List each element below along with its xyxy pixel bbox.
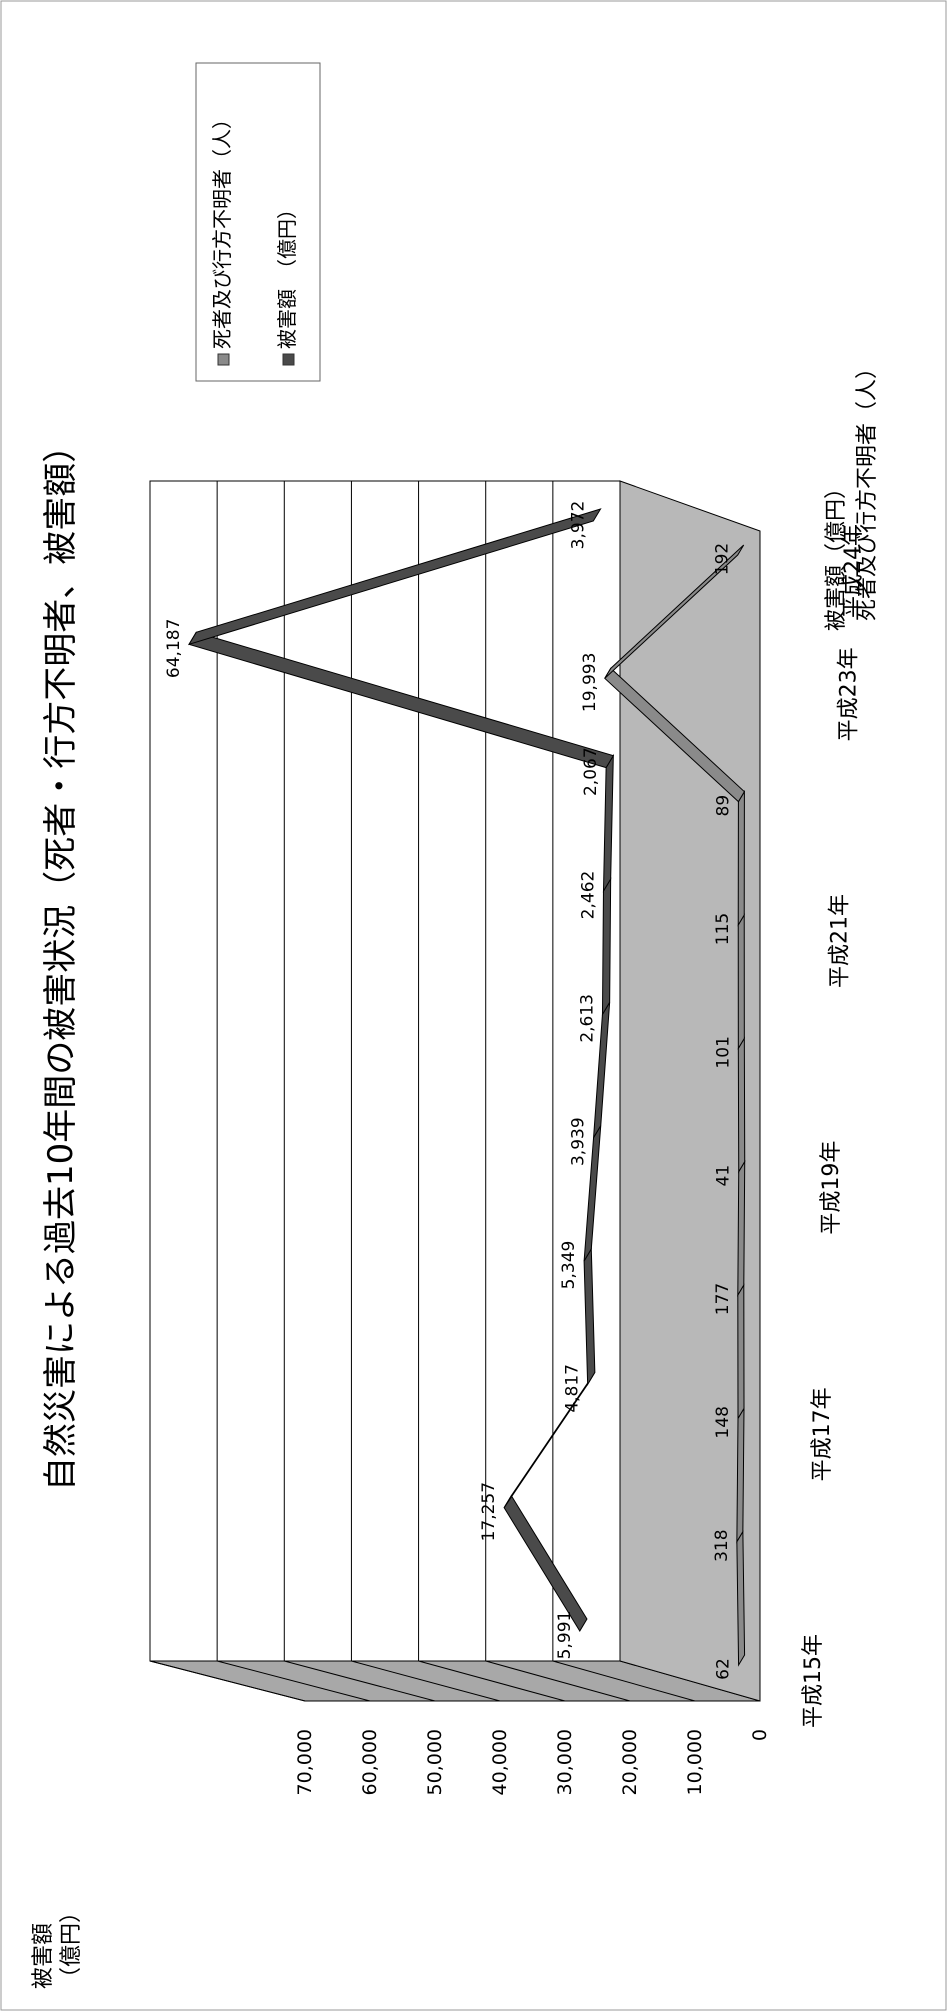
data-label-damage: 5,349	[559, 1241, 579, 1290]
depth-label-damage: 被害額（億円）	[824, 477, 849, 631]
data-labels: 5,991 17,257 4,817 5,349 3,939 2,613 2,462 2,06…	[164, 501, 734, 1680]
y-tick-labels: 0 10,000 20,000 30,000 40,000 50,000 60,000 70,…	[294, 1729, 771, 1795]
series-deaths-ribbon	[604, 544, 746, 1667]
data-label-damage: 2,613	[577, 994, 597, 1043]
data-label-deaths: 101	[713, 1036, 733, 1068]
y-tick-label: 0	[749, 1729, 771, 1741]
y-tick-label: 70,000	[294, 1729, 316, 1795]
chart-title: 自然災害による過去10年間の被害状況（死者・行方不明者、被害額）	[41, 429, 81, 1491]
category-label: 平成19年	[819, 1141, 844, 1235]
chart-rotated-group: 0 10,000 20,000 30,000 40,000 50,000 60,000 70,…	[31, 62, 880, 1989]
data-label-deaths: 19,993	[580, 653, 600, 712]
y-tick-label: 20,000	[619, 1729, 641, 1795]
deaths-segment	[604, 544, 745, 679]
series-damage-ribbon	[187, 508, 615, 1632]
y-axis-unit: （億円）	[59, 1901, 84, 1989]
depth-label-deaths: 死者及び行方不明者（人）	[855, 357, 880, 621]
damage-segment	[187, 508, 602, 646]
y-tick-label: 60,000	[359, 1729, 381, 1795]
data-label-damage: 64,187	[164, 619, 184, 678]
gridline-side	[149, 1660, 306, 1702]
deaths-segment	[737, 1159, 746, 1297]
category-label: 平成21年	[828, 894, 853, 988]
legend-box	[195, 62, 321, 382]
legend-swatch-deaths	[217, 353, 230, 366]
category-label: 平成17年	[810, 1387, 835, 1481]
gridline-side	[485, 1660, 631, 1702]
data-label-deaths: 192	[713, 543, 733, 575]
gridline-side	[418, 1660, 566, 1702]
data-label-damage: 3,939	[569, 1117, 589, 1166]
data-label-damage: 17,257	[479, 1482, 499, 1541]
legend: 死者及び行方不明者（人） 被害額 （億円）	[195, 62, 321, 382]
damage-segment	[601, 877, 612, 1017]
legend-label-damage: 被害額 （億円）	[275, 199, 299, 349]
data-label-damage: 4,817	[563, 1364, 583, 1413]
data-label-damage: 5,991	[555, 1611, 575, 1660]
deaths-segment	[737, 789, 745, 927]
category-labels: 平成15年 平成17年 平成19年 平成21年 平成23年 平成24年	[801, 524, 866, 1728]
deaths-segment	[737, 1036, 746, 1174]
gridline-side	[284, 1660, 436, 1702]
gridline-side	[552, 1660, 696, 1702]
deaths-segment	[736, 1529, 746, 1667]
y-tick-label: 30,000	[554, 1729, 576, 1795]
legend-swatch-damage	[282, 353, 295, 366]
deaths-segment	[736, 1406, 745, 1544]
deaths-segment	[737, 1283, 745, 1421]
data-label-deaths: 62	[714, 1658, 734, 1680]
y-tick-label: 40,000	[489, 1729, 511, 1795]
data-label-damage: 2,067	[581, 747, 601, 796]
data-label-deaths: 318	[712, 1529, 732, 1561]
back-wall	[149, 480, 621, 1662]
gridline-side	[351, 1660, 501, 1702]
category-label: 平成23年	[837, 647, 862, 741]
y-tick-label: 10,000	[684, 1729, 706, 1795]
deaths-segment	[737, 913, 745, 1051]
gridline-side	[217, 1660, 371, 1702]
data-label-deaths: 148	[713, 1406, 733, 1438]
data-label-deaths: 115	[713, 913, 733, 945]
data-label-deaths: 89	[713, 795, 733, 817]
data-label-deaths: 177	[713, 1283, 733, 1315]
data-label-deaths: 41	[714, 1165, 734, 1187]
data-label-damage: 3,972	[568, 501, 588, 550]
data-label-damage: 2,462	[578, 871, 598, 920]
y-tick-label: 50,000	[424, 1729, 446, 1795]
y-axis-label: 被害額	[31, 1923, 56, 1989]
category-label: 平成15年	[801, 1634, 826, 1728]
category-label: 平成24年	[841, 524, 866, 618]
gridlines	[149, 481, 696, 1702]
legend-label-deaths: 死者及び行方不明者（人）	[210, 109, 234, 349]
